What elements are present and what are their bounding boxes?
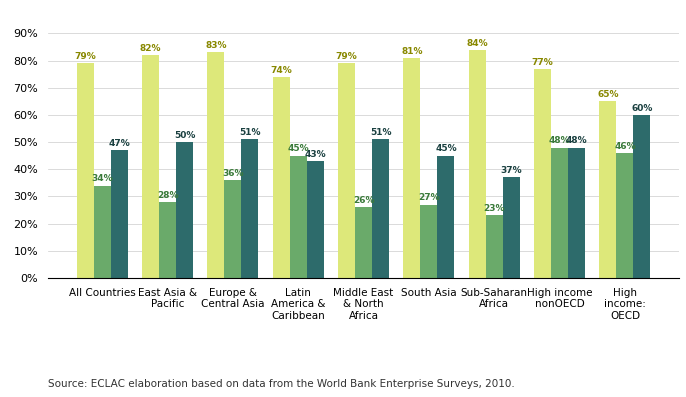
- Bar: [421, 204, 438, 278]
- Text: 34%: 34%: [91, 174, 113, 183]
- Text: 28%: 28%: [157, 191, 178, 200]
- Bar: [307, 161, 324, 278]
- Text: 79%: 79%: [74, 52, 96, 61]
- Bar: [241, 139, 259, 278]
- Text: 65%: 65%: [598, 90, 619, 99]
- Bar: [403, 58, 421, 278]
- Bar: [438, 156, 454, 278]
- Bar: [600, 101, 617, 278]
- Bar: [551, 148, 568, 278]
- Bar: [176, 142, 193, 278]
- Text: Source: ECLAC elaboration based on data from the World Bank Enterprise Surveys, : Source: ECLAC elaboration based on data …: [48, 379, 514, 389]
- Bar: [534, 69, 551, 278]
- Bar: [355, 207, 372, 278]
- Bar: [469, 50, 486, 278]
- Bar: [273, 77, 289, 278]
- Text: 82%: 82%: [140, 44, 161, 53]
- Text: 45%: 45%: [287, 145, 309, 154]
- Bar: [568, 148, 585, 278]
- Bar: [617, 153, 633, 278]
- Bar: [110, 150, 128, 278]
- Text: 27%: 27%: [418, 193, 440, 202]
- Text: 36%: 36%: [222, 169, 244, 178]
- Bar: [224, 180, 241, 278]
- Text: 79%: 79%: [335, 52, 357, 61]
- Text: 23%: 23%: [484, 204, 505, 213]
- Text: 51%: 51%: [239, 128, 261, 137]
- Bar: [289, 156, 307, 278]
- Text: 43%: 43%: [305, 150, 326, 159]
- Bar: [207, 52, 224, 278]
- Text: 48%: 48%: [566, 136, 587, 145]
- Bar: [372, 139, 389, 278]
- Text: 37%: 37%: [501, 166, 522, 175]
- Bar: [503, 177, 520, 278]
- Text: 81%: 81%: [401, 47, 423, 56]
- Text: 45%: 45%: [435, 145, 457, 154]
- Text: 50%: 50%: [174, 131, 196, 140]
- Text: 47%: 47%: [108, 139, 130, 148]
- Text: 77%: 77%: [532, 58, 554, 67]
- Bar: [338, 63, 355, 278]
- Text: 48%: 48%: [549, 136, 571, 145]
- Bar: [633, 115, 650, 278]
- Bar: [77, 63, 94, 278]
- Text: 83%: 83%: [205, 41, 226, 50]
- Text: 84%: 84%: [466, 39, 488, 48]
- Bar: [94, 185, 110, 278]
- Bar: [486, 216, 503, 278]
- Text: 51%: 51%: [370, 128, 391, 137]
- Text: 60%: 60%: [631, 104, 652, 113]
- Bar: [142, 55, 159, 278]
- Text: 26%: 26%: [353, 196, 375, 205]
- Bar: [159, 202, 176, 278]
- Text: 46%: 46%: [614, 142, 636, 151]
- Text: 74%: 74%: [270, 66, 292, 75]
